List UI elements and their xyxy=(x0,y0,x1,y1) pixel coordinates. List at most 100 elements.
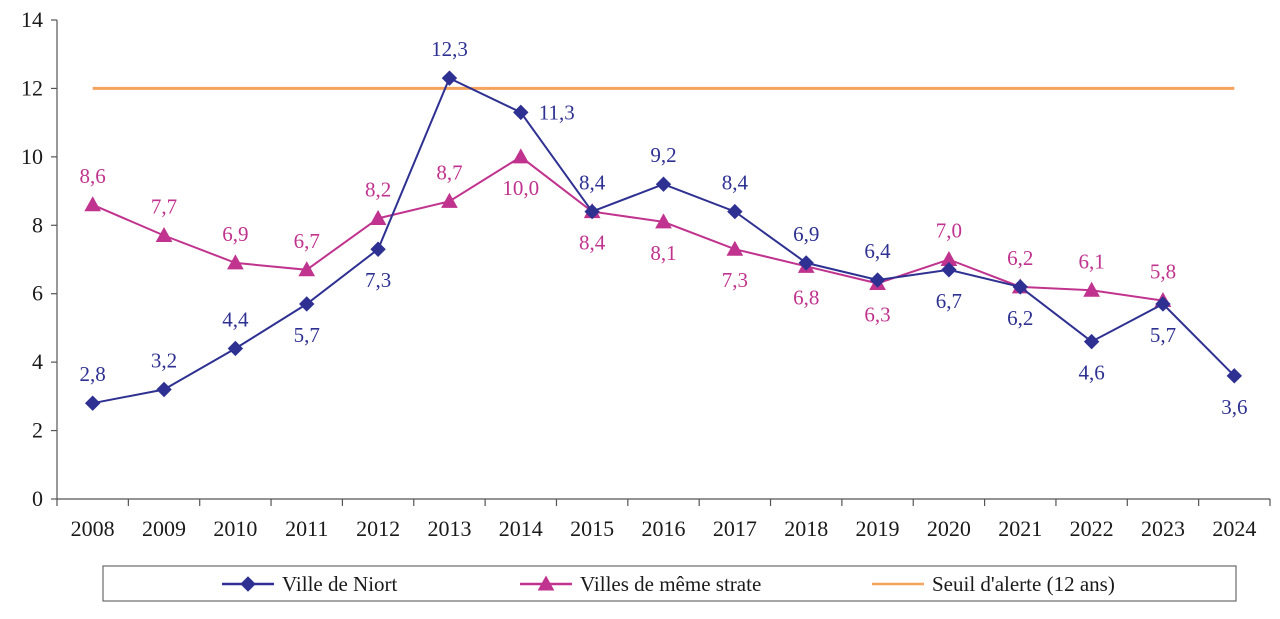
data-point xyxy=(1226,368,1243,384)
x-tick-label: 2016 xyxy=(642,516,686,541)
y-tick-label: 8 xyxy=(32,212,43,237)
data-label: 3,2 xyxy=(151,349,177,373)
data-point xyxy=(1083,281,1100,297)
legend-marker xyxy=(240,576,256,592)
legend-label: Seuil d'alerte (12 ans) xyxy=(932,572,1115,596)
data-point xyxy=(1012,279,1028,295)
data-label: 4,6 xyxy=(1078,361,1104,385)
y-tick-label: 14 xyxy=(21,7,43,32)
data-label: 7,3 xyxy=(365,268,391,292)
y-tick-label: 2 xyxy=(32,418,43,443)
axes: 0 2 4 6 8 10 12 14 2008 2009 2010 2011 2012 2013 2014 2… xyxy=(21,7,1271,541)
legend-key xyxy=(520,575,572,591)
x-tick-label: 2014 xyxy=(499,516,543,541)
data-label: 6,8 xyxy=(793,285,819,309)
legend-item: Villes de même strate xyxy=(520,572,761,596)
x-tick-label: 2012 xyxy=(356,516,400,541)
data-label: 7,3 xyxy=(722,268,748,292)
legend-marker xyxy=(537,575,555,591)
x-tick-label: 2017 xyxy=(713,516,757,541)
data-label: 7,7 xyxy=(151,195,177,219)
data-point xyxy=(584,203,600,220)
data-label: 4,4 xyxy=(222,307,249,331)
data-label: 12,3 xyxy=(431,37,468,61)
data-point xyxy=(441,192,458,208)
x-tick-label: 2008 xyxy=(71,516,115,541)
x-tick-label: 2023 xyxy=(1141,516,1185,541)
data-point xyxy=(726,240,744,256)
legend-item: Ville de Niort xyxy=(222,572,398,596)
data-point xyxy=(84,395,101,411)
data-label: 8,6 xyxy=(80,164,106,188)
data-point xyxy=(298,261,316,277)
data-point xyxy=(513,104,529,121)
data-point xyxy=(369,209,387,225)
data-label: 7,0 xyxy=(936,219,962,243)
data-point xyxy=(512,148,530,164)
x-tick-label: 2021 xyxy=(998,516,1042,541)
data-point xyxy=(655,213,672,229)
data-label: 5,8 xyxy=(1150,260,1176,284)
data-point xyxy=(370,241,386,257)
data-label: 8,4 xyxy=(579,171,606,195)
series-line xyxy=(92,155,1164,302)
data-label: 6,4 xyxy=(864,239,891,263)
data-point xyxy=(941,262,957,278)
data-point xyxy=(727,203,743,220)
data-label: 3,6 xyxy=(1221,395,1247,419)
x-tick-label: 2011 xyxy=(285,516,328,541)
data-label: 8,1 xyxy=(650,241,676,265)
data-label: 5,7 xyxy=(1150,323,1176,347)
x-tick-label: 2022 xyxy=(1070,516,1114,541)
x-tick-label: 2020 xyxy=(927,516,971,541)
data-label: 8,4 xyxy=(722,171,749,195)
data-label: 8,7 xyxy=(436,160,462,184)
x-tick-label: 2018 xyxy=(784,516,828,541)
x-tick-label: 2010 xyxy=(213,516,257,541)
data-label: 9,2 xyxy=(650,143,676,167)
data-point xyxy=(869,272,886,288)
data-point xyxy=(155,227,173,243)
data-point xyxy=(1083,333,1100,350)
x-tick-label: 2019 xyxy=(856,516,900,541)
data-point xyxy=(227,340,244,357)
data-label: 6,3 xyxy=(864,302,890,326)
data-point xyxy=(1155,296,1171,312)
data-label: 6,9 xyxy=(222,222,248,246)
data-point xyxy=(655,176,672,192)
y-tick-label: 0 xyxy=(32,486,43,511)
data-point xyxy=(299,296,315,312)
data-point xyxy=(227,254,244,270)
y-tick-label: 12 xyxy=(21,75,43,100)
data-label: 11,3 xyxy=(539,100,575,124)
x-tick-label: 2024 xyxy=(1212,516,1256,541)
data-label: 8,4 xyxy=(579,231,606,255)
data-label: 6,7 xyxy=(294,229,320,253)
y-tick-label: 4 xyxy=(32,349,43,374)
data-label: 2,8 xyxy=(80,362,106,386)
x-tick-label: 2009 xyxy=(142,516,186,541)
legend-key xyxy=(222,576,274,592)
y-tick-label: 10 xyxy=(21,144,43,169)
data-label: 10,0 xyxy=(502,176,539,200)
data-label: 6,1 xyxy=(1078,249,1104,273)
data-point xyxy=(156,381,172,398)
data-point xyxy=(441,70,458,86)
y-tick-label: 6 xyxy=(32,281,43,306)
data-label: 6,9 xyxy=(793,222,819,246)
series-layer xyxy=(84,70,1243,411)
legend-label: Villes de même strate xyxy=(580,572,761,596)
data-label: 5,7 xyxy=(294,323,320,347)
data-labels: 8,6 7,7 6,9 6,7 8,2 8,7 10,0 8,4 8,1 7,3 6,8 6,3 7,0… xyxy=(80,37,1248,419)
data-label: 8,2 xyxy=(365,177,391,201)
legend-label: Ville de Niort xyxy=(282,572,398,596)
data-point xyxy=(798,255,814,271)
series-0 xyxy=(84,70,1243,411)
data-label: 6,2 xyxy=(1007,306,1033,330)
data-label: 6,2 xyxy=(1007,246,1033,270)
x-tick-label: 2013 xyxy=(427,516,471,541)
data-point xyxy=(84,196,102,212)
data-label: 6,7 xyxy=(936,289,962,313)
legend-box xyxy=(102,565,1237,602)
